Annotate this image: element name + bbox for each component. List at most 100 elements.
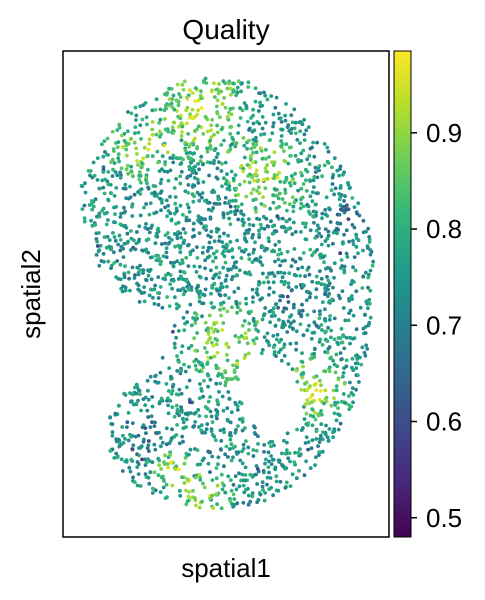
scatter-point [302,117,306,122]
scatter-point [135,483,140,488]
scatter-point [340,208,344,212]
scatter-point [124,196,128,201]
scatter-point [200,363,205,368]
scatter-point [148,201,153,206]
scatter-point [188,252,193,257]
scatter-point [332,337,337,342]
scatter-point [88,173,92,178]
scatter-point [284,219,289,224]
scatter-point [171,131,175,136]
scatter-point [186,205,191,210]
scatter-point [323,266,328,271]
scatter-point [135,152,139,156]
scatter-point [113,220,118,225]
scatter-point [181,277,186,282]
scatter-point [254,448,259,453]
scatter-point [323,208,328,212]
scatter-point [122,205,126,210]
scatter-point [271,112,276,117]
scatter-point [195,462,200,467]
scatter-point [229,92,233,97]
scatter-point [129,136,134,141]
scatter-point [176,288,180,292]
scatter-point [312,382,317,387]
scatter-point [297,468,301,473]
scatter-point [241,213,246,217]
scatter-point [301,426,305,430]
scatter-point [227,184,232,189]
scatter-point [228,147,233,152]
scatter-point [351,313,356,318]
scatter-point [212,201,217,206]
scatter-point [219,143,224,147]
scatter-point [299,186,304,191]
scatter-point [146,388,150,393]
scatter-point [253,323,257,328]
scatter-point [220,375,225,380]
scatter-point [144,115,149,120]
scatter-point [276,458,281,463]
scatter-point [91,204,96,209]
scatter-point [271,290,276,295]
scatter-point [344,358,349,363]
scatter-point [323,388,328,393]
scatter-point [299,151,304,156]
scatter-point [109,160,113,165]
scatter-point [187,164,192,169]
scatter-point [313,170,318,174]
scatter-point [329,335,333,340]
scatter-point [246,445,251,450]
scatter-point [232,502,237,507]
scatter-point [210,420,215,424]
scatter-point [193,348,198,353]
scatter-point [238,116,243,120]
scatter-point [286,362,291,366]
scatter-point [242,220,246,225]
scatter-point [268,320,272,325]
scatter-point [292,460,297,464]
scatter-point [180,475,184,480]
scatter-point [194,270,199,274]
scatter-point [137,170,142,175]
scatter-point [187,210,192,214]
scatter-point [80,207,85,212]
scatter-point [354,366,359,371]
scatter-point [251,251,256,255]
scatter-point [229,442,234,447]
scatter-point [277,116,282,121]
scatter-point [343,318,348,323]
scatter-point [112,161,117,166]
scatter-point [191,489,195,493]
scatter-point [106,218,110,222]
scatter-point [248,499,253,504]
scatter-point [173,244,178,249]
scatter-point [305,388,309,393]
scatter-point [336,406,340,410]
scatter-point [184,108,189,113]
scatter-point [110,430,115,434]
scatter-point [289,313,294,317]
scatter-point [247,222,252,227]
scatter-point [201,180,206,184]
scatter-point [257,228,261,233]
scatter-point [270,271,275,276]
scatter-point [143,225,148,230]
scatter-point [112,205,116,210]
scatter-point [349,404,354,409]
scatter-point [289,145,293,150]
scatter-point [225,353,229,357]
scatter-point [215,176,220,181]
scatter-point [154,431,159,436]
scatter-point [203,198,207,203]
scatter-point [340,340,345,345]
scatter-point [224,341,229,346]
scatter-point [95,178,100,182]
scatter-point [139,165,144,170]
scatter-point [129,248,133,252]
scatter-point [335,231,339,236]
scatter-point [287,202,292,207]
scatter-point [111,167,115,172]
scatter-point [304,298,309,302]
scatter-point [120,469,125,473]
scatter-point [230,198,235,203]
